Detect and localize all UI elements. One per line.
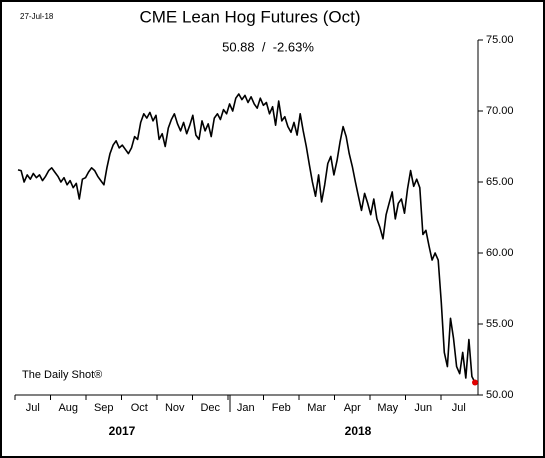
chart-subtitle: 50.88 / -2.63% (222, 39, 314, 54)
price-line (17, 93, 476, 383)
y-tick-label: 65.00 (486, 176, 514, 188)
x-tick-label: Aug (58, 402, 78, 414)
watermark: The Daily Shot® (22, 369, 102, 381)
y-tick-label: 50.00 (486, 389, 514, 401)
x-tick-label: Jul (26, 402, 40, 414)
x-tick-label: Jun (414, 402, 432, 414)
last-point (472, 379, 478, 386)
x-tick-label: Dec (200, 402, 220, 414)
x-tick-label: Jan (237, 402, 255, 414)
year-label: 2018 (345, 424, 372, 438)
x-tick-label: Jul (452, 402, 466, 414)
x-tick-label: Feb (272, 402, 291, 414)
chart-title: CME Lean Hog Futures (Oct) (139, 7, 360, 26)
x-tick-label: Nov (165, 402, 185, 414)
y-tick-label: 60.00 (486, 247, 514, 259)
y-tick-label: 70.00 (486, 105, 514, 117)
x-tick-label: Sep (94, 402, 114, 414)
y-tick-label: 75.00 (486, 34, 514, 46)
x-tick-label: Oct (131, 402, 148, 414)
date-label: 27-Jul-18 (20, 12, 54, 21)
x-tick-label: Apr (344, 402, 361, 414)
y-tick-label: 55.00 (486, 318, 514, 330)
year-label: 2017 (109, 424, 136, 438)
x-tick-label: Mar (307, 402, 326, 414)
x-tick-label: May (377, 402, 398, 414)
